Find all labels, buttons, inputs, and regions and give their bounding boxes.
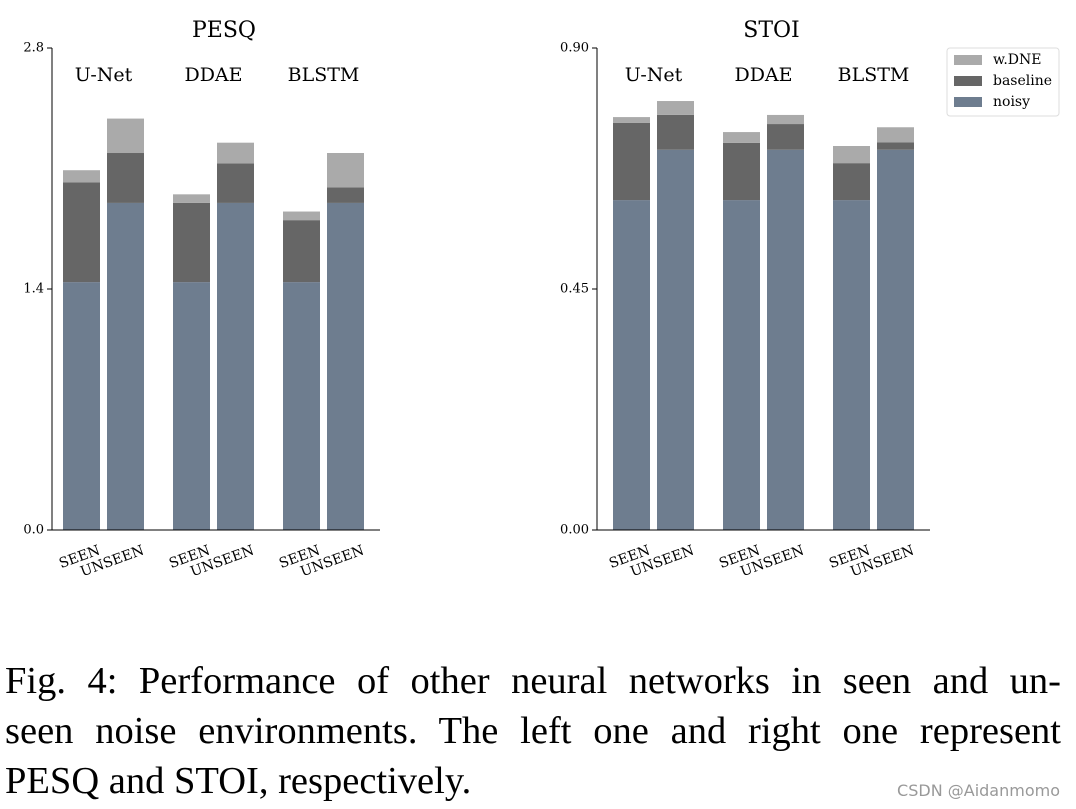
bar-segment — [833, 200, 870, 530]
bar-segment — [613, 117, 650, 123]
chart-title: STOI — [743, 18, 799, 43]
y-tick-label: 1.4 — [23, 282, 44, 297]
bar-segment — [877, 149, 914, 530]
bar-segment — [877, 127, 914, 143]
bar-segment — [63, 170, 100, 183]
bar-segment — [107, 118, 144, 154]
bar-segment — [767, 124, 804, 150]
bar-segment — [327, 202, 364, 530]
caption-line: seen noise environments. The left one an… — [5, 710, 1061, 752]
bar-segment — [107, 153, 144, 203]
group-label: U-Net — [75, 64, 133, 86]
bar-segment — [723, 200, 760, 530]
legend-swatch — [954, 76, 982, 86]
legend-label: noisy — [993, 94, 1030, 110]
chart-title: PESQ — [192, 18, 256, 43]
legend-label: baseline — [993, 73, 1052, 89]
bar-segment — [657, 114, 694, 150]
bar-segment — [107, 202, 144, 530]
caption: Fig. 4: Performance of other neural netw… — [5, 656, 1061, 806]
bar-segment — [327, 153, 364, 188]
group-label: BLSTM — [838, 64, 910, 86]
caption-line: PESQ and STOI, respectively. — [5, 760, 472, 802]
bar-segment — [613, 200, 650, 530]
bar-segment — [613, 122, 650, 201]
bar-segment — [217, 202, 254, 530]
bar-segment — [283, 211, 320, 221]
bar-segment — [217, 142, 254, 164]
bar-segment — [63, 182, 100, 283]
y-tick-label: 0.00 — [560, 523, 589, 538]
group-label: U-Net — [625, 64, 683, 86]
bar-segment — [283, 220, 320, 283]
bar-segment — [833, 146, 870, 164]
caption-line: Fig. 4: Performance of other neural netw… — [5, 660, 1061, 702]
bar-segment — [63, 282, 100, 530]
bar-segment — [657, 149, 694, 530]
group-label: BLSTM — [288, 64, 360, 86]
bar-segment — [173, 194, 210, 203]
y-tick-label: 2.8 — [23, 41, 44, 56]
legend-swatch — [954, 97, 982, 107]
bar-segment — [767, 149, 804, 530]
bar-segment — [767, 114, 804, 125]
bar-segment — [723, 132, 760, 143]
group-label: DDAE — [734, 64, 792, 86]
y-tick-label: 0.0 — [23, 523, 44, 538]
bar-segment — [833, 163, 870, 201]
y-tick-label: 0.45 — [560, 282, 589, 297]
bar-segment — [657, 101, 694, 115]
legend-swatch — [954, 55, 982, 65]
bar-segment — [723, 142, 760, 201]
bar-segment — [877, 142, 914, 150]
legend-label: w.DNE — [993, 52, 1041, 68]
bar-segment — [283, 282, 320, 530]
group-label: DDAE — [184, 64, 242, 86]
bar-segment — [217, 163, 254, 203]
y-tick-label: 0.90 — [560, 41, 589, 56]
watermark: CSDN @Aidanmomo — [897, 781, 1060, 800]
bar-segment — [327, 187, 364, 203]
bar-segment — [173, 202, 210, 283]
bar-segment — [173, 282, 210, 530]
